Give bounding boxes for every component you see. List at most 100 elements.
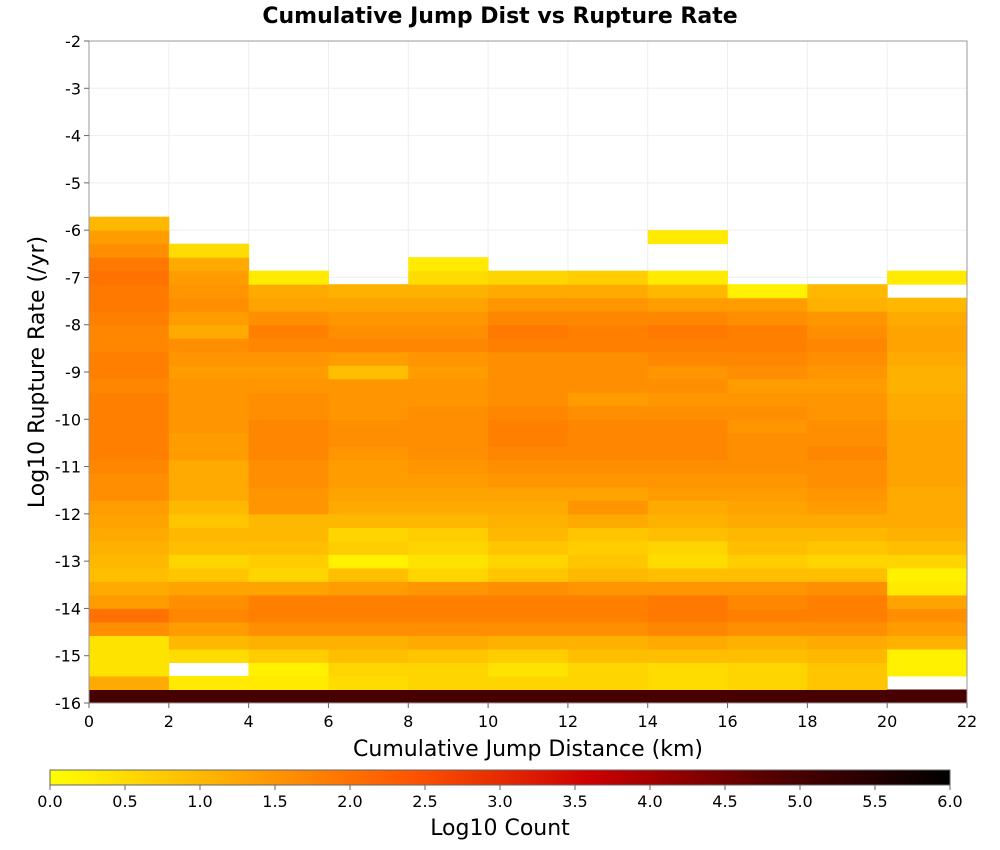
heatmap-cell (807, 500, 888, 515)
heatmap-cell (328, 567, 409, 582)
heatmap-cell (807, 473, 888, 488)
heatmap-cell (887, 648, 968, 663)
heatmap-cell (168, 297, 250, 312)
heatmap-cell (647, 689, 729, 704)
heatmap-cell (807, 594, 888, 609)
heatmap-cell (567, 378, 649, 393)
colorbar-label: Log10 Count (430, 816, 570, 841)
heatmap-cell (727, 675, 808, 690)
heatmap-cell (807, 351, 888, 366)
heatmap-cell (168, 270, 250, 285)
colorbar-tick-label: 4.5 (712, 792, 737, 811)
heatmap-cell (807, 405, 888, 420)
heatmap-cell (727, 594, 808, 609)
heatmap-cell (488, 513, 569, 528)
x-axis-label: Cumulative Jump Distance (km) (353, 737, 703, 762)
heatmap-cell (168, 405, 250, 420)
heatmap-cell (727, 446, 808, 461)
colorbar-tick-label: 1.5 (262, 792, 287, 811)
heatmap-cell (647, 351, 729, 366)
heatmap-cell (727, 473, 808, 488)
heatmap-cell (567, 351, 649, 366)
heatmap-cell (89, 648, 170, 663)
heatmap-cell (647, 338, 729, 353)
y-tick-label: -12 (55, 505, 81, 524)
heatmap-cell (807, 338, 888, 353)
heatmap-cell (887, 689, 968, 704)
heatmap-cell (488, 675, 569, 690)
y-tick-label: -6 (65, 221, 81, 240)
heatmap-cell (248, 459, 329, 474)
heatmap-cell (168, 621, 250, 636)
heatmap-cell (248, 338, 329, 353)
heatmap-cell (328, 419, 409, 434)
heatmap-cell (807, 527, 888, 542)
heatmap-cell (328, 486, 409, 501)
heatmap-cell (727, 567, 808, 582)
heatmap-cell (807, 459, 888, 474)
heatmap-cell (248, 311, 329, 326)
heatmap-cell (488, 338, 569, 353)
heatmap-cell (168, 689, 250, 704)
heatmap-cell (89, 689, 170, 704)
heatmap-cell (488, 405, 569, 420)
heatmap-cell (408, 567, 489, 582)
heatmap-cell (807, 432, 888, 447)
heatmap-cell (727, 365, 808, 380)
heatmap-cell (887, 311, 968, 326)
heatmap-cell (488, 432, 569, 447)
x-tick-label: 14 (638, 712, 658, 731)
heatmap-cell (168, 473, 250, 488)
heatmap-cell (647, 486, 729, 501)
heatmap-cell (647, 392, 729, 407)
x-tick-label: 10 (478, 712, 498, 731)
heatmap-cell (807, 662, 888, 677)
heatmap-cell (248, 594, 329, 609)
heatmap-cell (248, 270, 329, 285)
heatmap-cell (807, 540, 888, 555)
heatmap-cell (89, 608, 170, 623)
x-tick-label: 8 (403, 712, 413, 731)
x-tick-label: 12 (558, 712, 578, 731)
heatmap-cell (89, 324, 170, 339)
heatmap-cell (887, 621, 968, 636)
heatmap-cell (89, 554, 170, 569)
heatmap-cell (647, 230, 729, 245)
heatmap-cell (168, 257, 250, 272)
heatmap-cell (248, 284, 329, 299)
heatmap-cell (567, 527, 649, 542)
heatmap-cell (887, 500, 968, 515)
heatmap-cell (887, 540, 968, 555)
heatmap-cell (567, 540, 649, 555)
heatmap-cell (248, 662, 329, 677)
heatmap-cell (647, 284, 729, 299)
heatmap-cell (727, 324, 808, 339)
heatmap-cell (89, 392, 170, 407)
heatmap-cell (727, 581, 808, 596)
heatmap-cell (168, 608, 250, 623)
heatmap-cell (488, 648, 569, 663)
heatmap-cell (727, 513, 808, 528)
heatmap-cell (488, 419, 569, 434)
heatmap-cell (647, 635, 729, 650)
y-tick-label: -15 (55, 647, 81, 666)
heatmap-cell (647, 675, 729, 690)
y-axis: -2 -3 -4 -5 -6 -7 -8 -9 -10 -11 -12 -13 -14 -15 -16 (55, 32, 89, 713)
heatmap-cell (168, 446, 250, 461)
heatmap-cell (647, 608, 729, 623)
colorbar-ticks: 0.0 0.5 1.0 1.5 2.0 2.5 3.0 3.5 4.0 4.5 5.0 5.5 6.0 (37, 785, 963, 811)
heatmap-cell (248, 689, 329, 704)
heatmap-cell (168, 513, 250, 528)
heatmap-cell (408, 392, 489, 407)
heatmap-cell (408, 527, 489, 542)
heatmap-cell (328, 648, 409, 663)
y-tick-label: -7 (65, 268, 81, 287)
heatmap-cell (328, 581, 409, 596)
heatmap-cell (887, 392, 968, 407)
heatmap-cell (168, 567, 250, 582)
heatmap-cell (89, 284, 170, 299)
heatmap-cell (647, 446, 729, 461)
x-tick-label: 20 (877, 712, 897, 731)
heatmap-cell (89, 405, 170, 420)
heatmap-cell (727, 419, 808, 434)
